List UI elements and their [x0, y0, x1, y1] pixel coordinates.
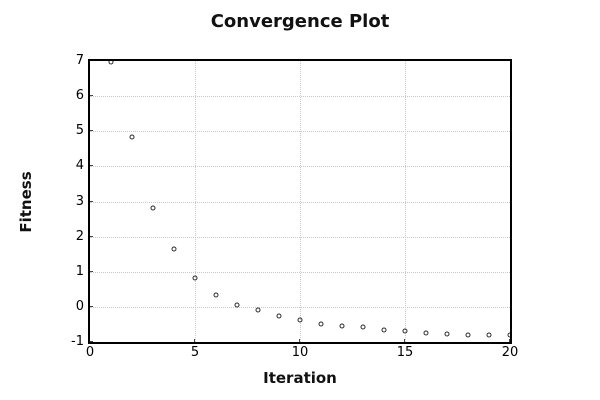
- y-tick-label: 7: [75, 53, 84, 68]
- data-point: [465, 332, 471, 338]
- x-axis-tick: [194, 339, 195, 342]
- data-point: [108, 61, 114, 65]
- chart-title: Convergence Plot: [210, 11, 390, 32]
- data-point: [234, 302, 240, 308]
- x-tick-label: 0: [85, 345, 95, 360]
- x-axis-tick: [404, 339, 405, 342]
- y-tick-label: 3: [75, 193, 84, 209]
- data-point: [402, 328, 408, 334]
- data-point: [486, 332, 492, 338]
- y-axis-tick: [90, 235, 93, 237]
- data-point: [339, 323, 345, 329]
- y-axis-tick: [90, 305, 93, 307]
- data-point: [297, 317, 303, 323]
- data-point: [423, 330, 429, 336]
- y-tick-label: 0: [75, 298, 84, 314]
- y-axis-tick: [90, 341, 93, 342]
- data-point: [171, 246, 177, 252]
- x-axis-tick: [509, 339, 510, 342]
- x-tick-label: 5: [190, 345, 200, 360]
- x-tick-label: 20: [501, 345, 519, 360]
- y-axis-tick: [90, 270, 93, 272]
- gridline-vertical: [300, 61, 301, 342]
- y-tick-label: 6: [75, 88, 84, 104]
- data-point: [318, 321, 324, 327]
- plot-area: [88, 59, 512, 344]
- y-axis-tick: [90, 200, 93, 202]
- x-tick-label: 10: [291, 345, 309, 360]
- y-axis-label: Fitness: [17, 171, 35, 233]
- y-tick-label: 2: [75, 228, 84, 244]
- data-point: [276, 313, 282, 319]
- data-point: [213, 292, 219, 298]
- y-tick-label: 1: [75, 263, 84, 279]
- data-point: [150, 205, 156, 211]
- data-point: [129, 134, 135, 140]
- x-axis-label: Iteration: [263, 369, 337, 387]
- data-point: [360, 324, 366, 330]
- x-tick-label: 15: [396, 345, 414, 360]
- y-axis-tick: [90, 95, 93, 97]
- data-point: [444, 331, 450, 337]
- gridline-vertical: [405, 61, 406, 342]
- data-point: [381, 327, 387, 333]
- y-axis-tick: [90, 130, 93, 132]
- y-axis-tick: [90, 165, 93, 167]
- data-point: [507, 332, 510, 338]
- y-axis-tick: [90, 60, 93, 61]
- y-tick-label: 4: [75, 158, 84, 174]
- data-point: [255, 307, 261, 313]
- data-point: [192, 275, 198, 281]
- y-tick-label: 5: [75, 123, 84, 139]
- x-axis-tick: [299, 339, 300, 342]
- y-tick-label: -1: [71, 334, 84, 349]
- gridline-vertical: [195, 61, 196, 342]
